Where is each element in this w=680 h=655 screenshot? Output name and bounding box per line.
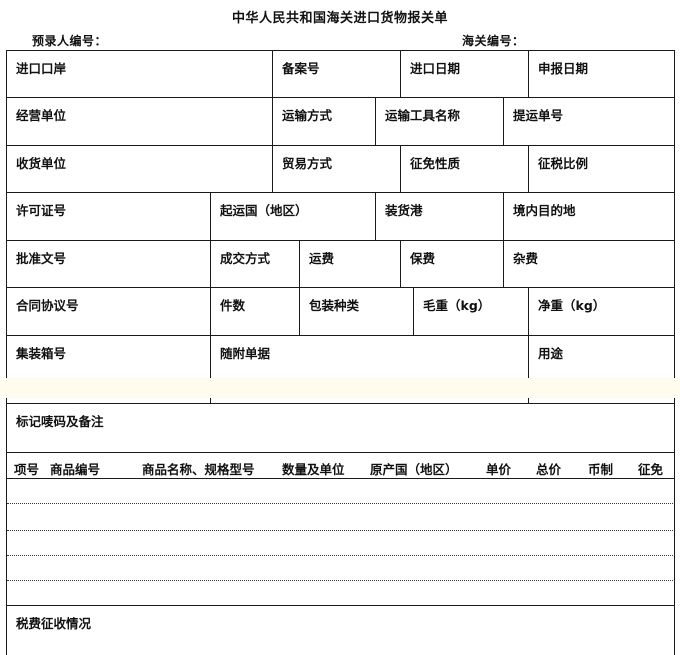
label: 毛重（kg） (423, 298, 491, 313)
label: 保费 (410, 251, 436, 266)
field-transaction-mode[interactable]: 成交方式 (210, 240, 300, 288)
goods-table-body[interactable] (6, 478, 675, 606)
goods-row-divider (7, 580, 673, 581)
label: 集装箱号 (16, 346, 67, 361)
form-title: 中华人民共和国海关进口货物报关单 (231, 11, 448, 26)
goods-row-divider (7, 503, 673, 504)
label: 提运单号 (513, 108, 564, 123)
label: 运输方式 (282, 108, 333, 123)
label: 随附单据 (220, 346, 271, 361)
field-insurance[interactable]: 保费 (400, 240, 504, 288)
header-levy: 征免 (638, 462, 664, 477)
field-misc-fee[interactable]: 杂费 (503, 240, 675, 288)
label: 申报日期 (538, 61, 589, 76)
field-freight[interactable]: 运费 (299, 240, 401, 288)
label: 许可证号 (16, 203, 67, 218)
divider (528, 398, 529, 404)
header-quantity-unit: 数量及单位 (282, 462, 345, 477)
label: 净重（kg） (538, 298, 606, 313)
field-consignee[interactable]: 收货单位 (6, 145, 273, 193)
label: 税费征收情况 (16, 616, 92, 631)
label: 成交方式 (220, 251, 271, 266)
header-commodity-code: 商品编号 (50, 462, 101, 477)
label: 备案号 (282, 61, 320, 76)
field-levy-nature[interactable]: 征免性质 (400, 145, 529, 193)
label: 贸易方式 (282, 156, 333, 171)
goods-row-divider (7, 530, 673, 531)
label: 起运国（地区） (220, 203, 308, 218)
scan-gap-band (0, 378, 680, 398)
header-commodity-name: 商品名称、规格型号 (142, 462, 255, 477)
field-marks-remarks[interactable]: 标记唛码及备注 (6, 403, 675, 453)
field-vehicle-name[interactable]: 运输工具名称 (375, 97, 504, 146)
field-tax-collection[interactable]: 税费征收情况 (6, 605, 675, 655)
field-destination[interactable]: 境内目的地 (503, 192, 675, 241)
label: 运费 (309, 251, 335, 266)
goods-row-divider (7, 555, 673, 556)
header-total-price: 总价 (536, 462, 562, 477)
label: 合同协议号 (16, 298, 79, 313)
label: 进口口岸 (16, 61, 67, 76)
header-unit-price: 单价 (486, 462, 512, 477)
field-net-weight[interactable]: 净重（kg） (528, 287, 675, 336)
field-transport-mode[interactable]: 运输方式 (272, 97, 376, 146)
field-import-date[interactable]: 进口日期 (400, 50, 529, 98)
label: 批准文号 (16, 251, 67, 266)
label: 标记唛码及备注 (16, 414, 104, 429)
customs-no-label: 海关编号： (462, 34, 525, 48)
label: 杂费 (513, 251, 539, 266)
label: 收货单位 (16, 156, 67, 171)
field-operating-unit[interactable]: 经营单位 (6, 97, 273, 146)
field-purpose[interactable]: 用途 (528, 335, 675, 378)
label: 件数 (220, 298, 246, 313)
field-tax-ratio[interactable]: 征税比例 (528, 145, 675, 193)
field-trade-mode[interactable]: 贸易方式 (272, 145, 401, 193)
divider (210, 398, 211, 404)
label: 包装种类 (309, 298, 360, 313)
label: 用途 (538, 346, 564, 361)
label: 征免性质 (410, 156, 461, 171)
label: 进口日期 (410, 61, 461, 76)
field-contract-no[interactable]: 合同协议号 (6, 287, 211, 336)
field-bill-no[interactable]: 提运单号 (503, 97, 675, 146)
field-license-no[interactable]: 许可证号 (6, 192, 211, 241)
field-record-no[interactable]: 备案号 (272, 50, 401, 98)
header-currency: 币制 (588, 462, 614, 477)
field-origin-country[interactable]: 起运国（地区） (210, 192, 376, 241)
header-origin-country: 原产国（地区） (370, 462, 458, 477)
field-pieces[interactable]: 件数 (210, 287, 300, 336)
field-loading-port[interactable]: 装货港 (375, 192, 504, 241)
divider (6, 398, 7, 404)
label: 征税比例 (538, 156, 589, 171)
field-gross-weight[interactable]: 毛重（kg） (413, 287, 529, 336)
field-container-no[interactable]: 集装箱号 (6, 335, 211, 378)
field-import-port[interactable]: 进口口岸 (6, 50, 273, 98)
label: 运输工具名称 (385, 108, 461, 123)
header-item-no: 项号 (14, 462, 40, 477)
label: 境内目的地 (513, 203, 576, 218)
label: 装货港 (385, 203, 423, 218)
divider (674, 398, 675, 404)
label: 经营单位 (16, 108, 67, 123)
field-approval-no[interactable]: 批准文号 (6, 240, 211, 288)
pre-entry-no-label: 预录人编号： (32, 34, 108, 48)
field-attached-docs[interactable]: 随附单据 (210, 335, 529, 378)
field-package-type[interactable]: 包装种类 (299, 287, 414, 336)
field-declare-date[interactable]: 申报日期 (528, 50, 675, 98)
